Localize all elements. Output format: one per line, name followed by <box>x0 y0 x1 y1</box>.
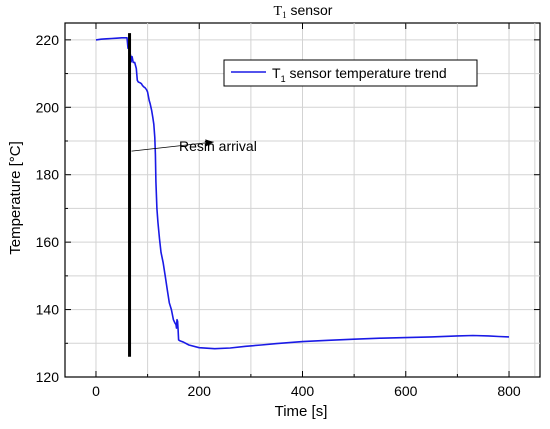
y-tick-label: 180 <box>36 167 60 183</box>
chart-title-main: T <box>274 4 283 19</box>
y-axis-label: Temperature [°C] <box>7 141 24 255</box>
x-tick-label: 600 <box>394 383 418 399</box>
chart-title: T1 sensor <box>274 2 333 20</box>
x-tick-label: 0 <box>92 383 100 399</box>
y-tick-label: 160 <box>36 234 60 250</box>
x-tick-label: 800 <box>497 383 521 399</box>
legend: T1 sensor temperature trend <box>223 59 478 87</box>
annotation-arrow-head <box>205 139 214 147</box>
series-line <box>95 36 510 350</box>
annotation: Resin arrival <box>131 138 257 154</box>
x-axis-label: Time [s] <box>275 403 328 420</box>
axis-ticks: 0 200 400 600 800 120 140 160 180 200 220 <box>36 23 540 399</box>
chart-title-subscript: 1 <box>282 10 287 20</box>
x-tick-label: 400 <box>291 383 315 399</box>
y-tick-label: 200 <box>36 99 60 115</box>
annotation-arrow-line <box>131 141 214 152</box>
y-tick-label: 220 <box>36 32 60 48</box>
annotation-label: Resin arrival <box>179 138 257 154</box>
legend-box <box>223 59 478 87</box>
legend-label-subscript: 1 <box>281 74 286 84</box>
legend-label: T1 sensor temperature trend <box>272 65 447 84</box>
legend-label-rest: sensor temperature trend <box>286 65 447 81</box>
legend-label-main: T <box>272 65 281 81</box>
y-tick-label: 140 <box>36 302 60 318</box>
y-tick-label: 120 <box>36 369 60 385</box>
chart-title-rest: sensor <box>287 2 333 18</box>
x-tick-label: 200 <box>188 383 212 399</box>
data-layer <box>95 33 510 357</box>
